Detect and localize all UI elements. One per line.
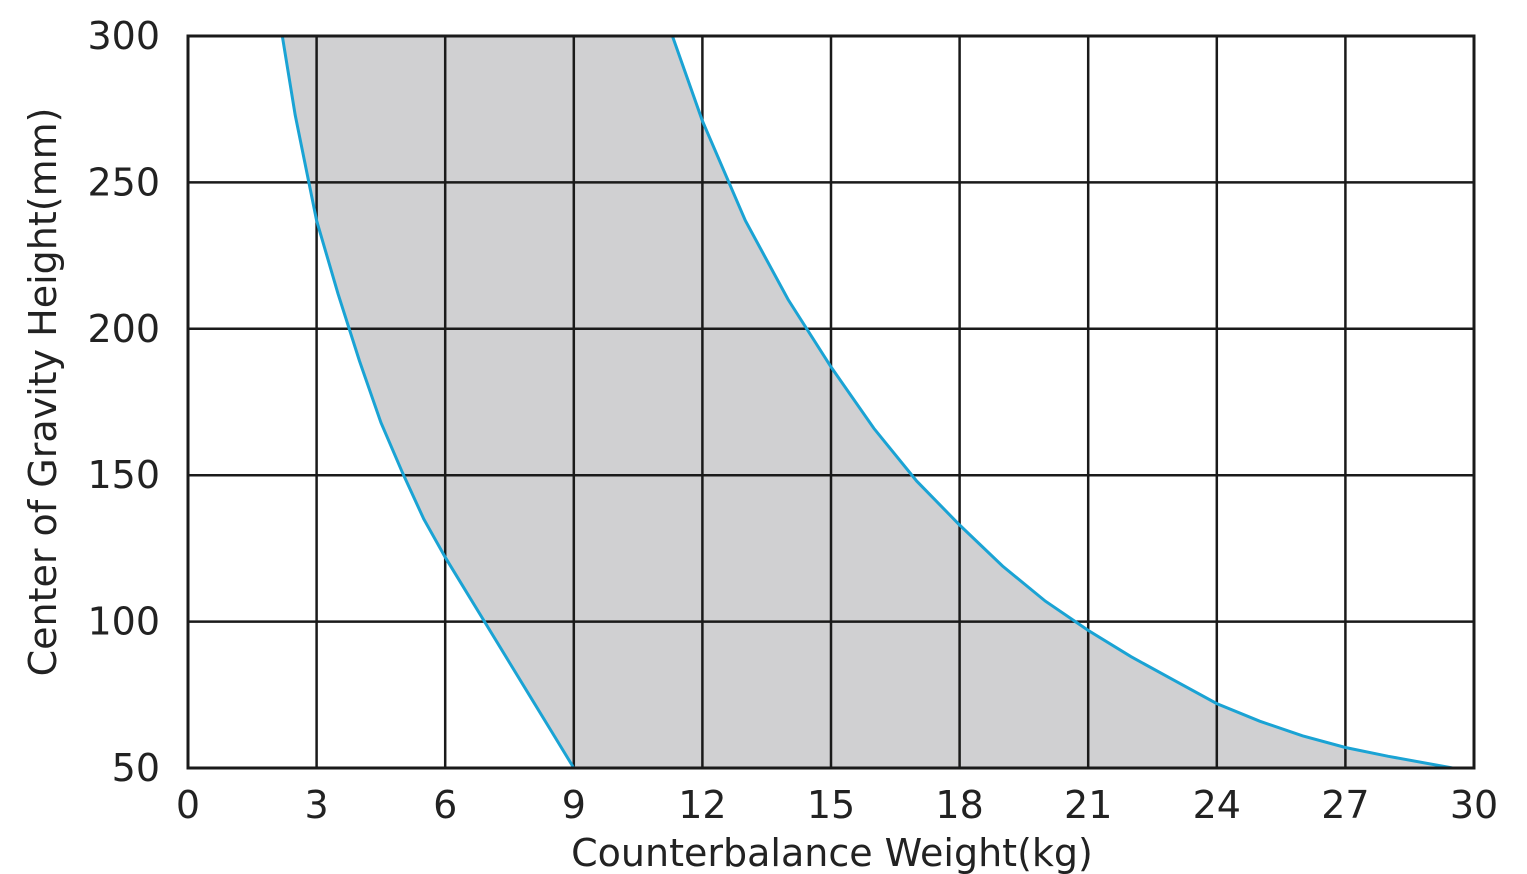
series-line-left-boundary	[280, 35, 576, 769]
shaded-region	[282, 36, 1453, 768]
y-tick-label: 200	[87, 307, 160, 351]
x-tick-labels: 0 3 6 9 12 15 18 21 24 27 30	[176, 783, 1498, 827]
plot-area	[186, 34, 1476, 770]
x-tick-label: 0	[176, 783, 200, 827]
x-tick-label: 9	[562, 783, 586, 827]
y-axis-title: Center of Gravity Height(mm)	[21, 108, 65, 677]
plot-frame	[186, 34, 1476, 770]
y-tick-labels: 300 250 200 150 100 50	[87, 14, 160, 790]
y-tick-label: 50	[112, 746, 160, 790]
y-tick-label: 100	[87, 600, 160, 644]
x-tick-label: 18	[935, 783, 983, 827]
x-tick-label: 27	[1321, 783, 1369, 827]
x-tick-label: 30	[1450, 783, 1498, 827]
y-tick-label: 300	[87, 14, 160, 58]
x-tick-label: 12	[678, 783, 726, 827]
y-tick-label: 250	[87, 160, 160, 204]
x-tick-label: 24	[1193, 783, 1241, 827]
series-line-right-boundary	[670, 35, 1453, 770]
x-tick-label: 6	[433, 783, 457, 827]
x-tick-label: 21	[1064, 783, 1112, 827]
x-tick-label: 15	[807, 783, 855, 827]
x-axis-title: Counterbalance Weight(kg)	[571, 831, 1093, 874]
x-tick-label: 3	[305, 783, 329, 827]
y-tick-label: 150	[87, 453, 160, 497]
